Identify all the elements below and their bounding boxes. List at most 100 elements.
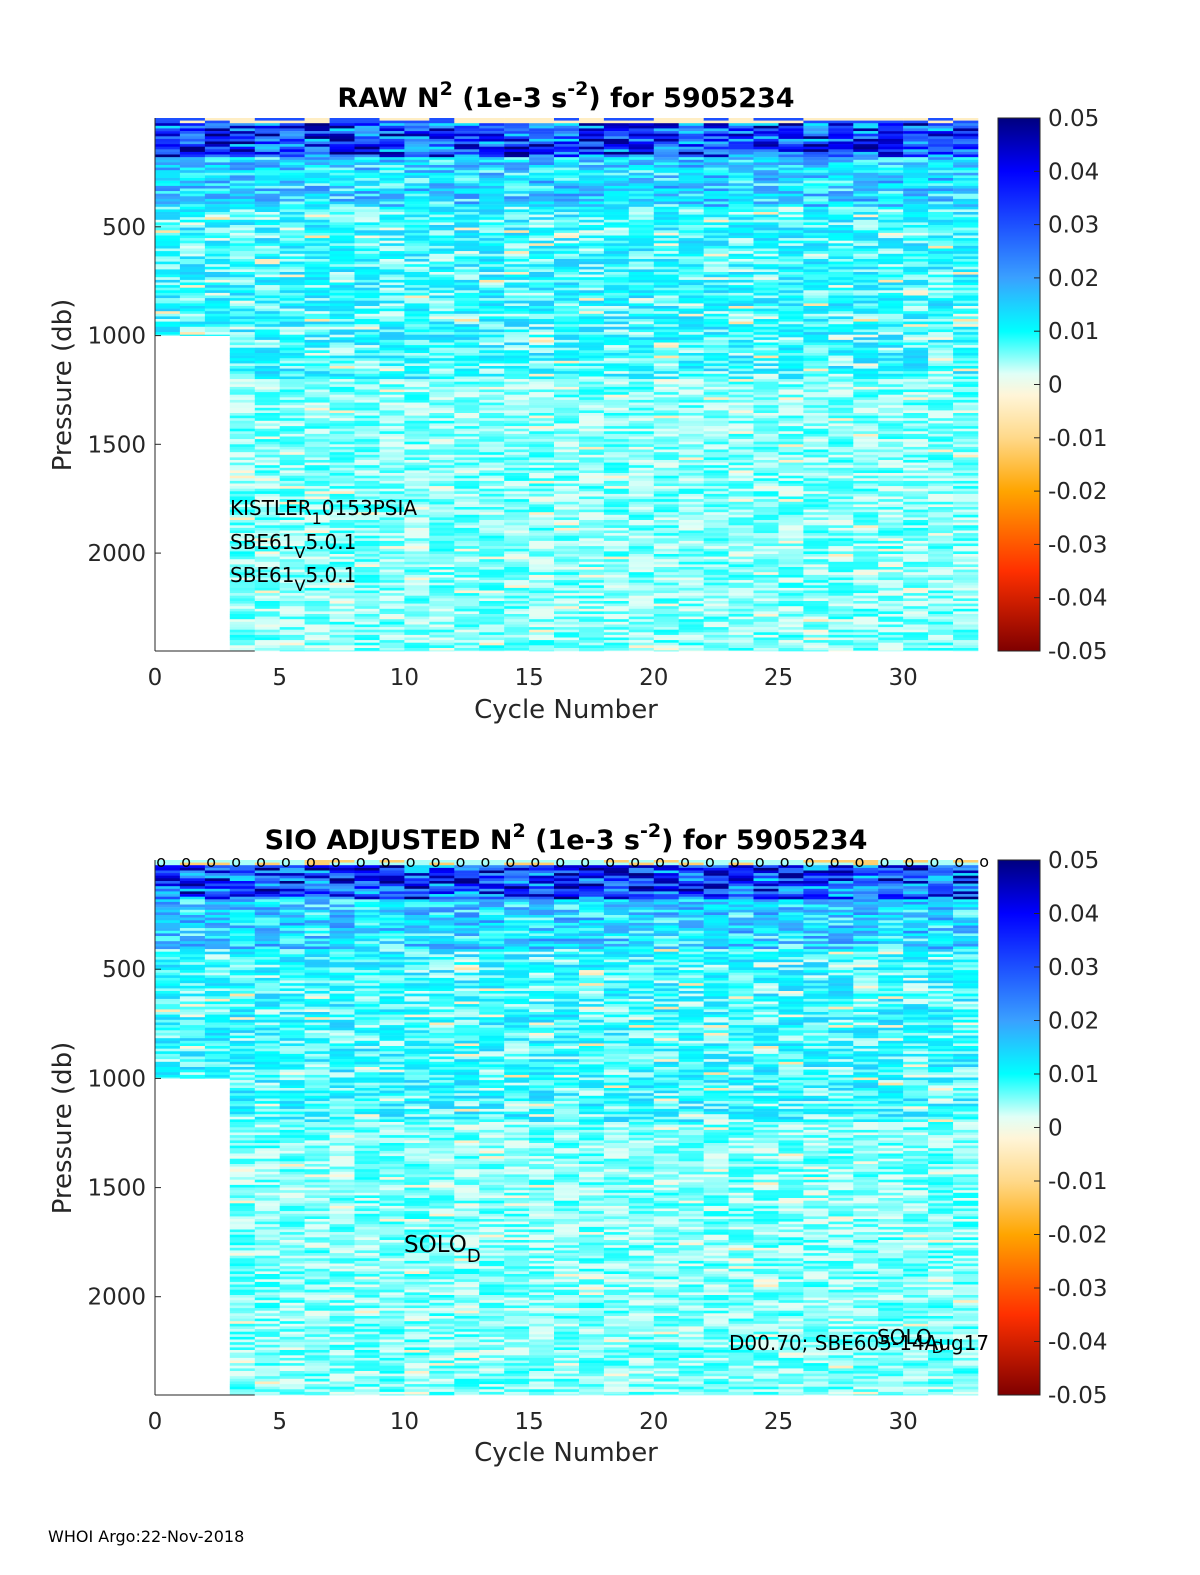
heatmap-cell [304,355,330,359]
heatmap-cell [703,574,729,578]
heatmap-cell [279,196,305,200]
heatmap-cell [454,371,480,375]
heatmap-cell [728,525,754,529]
heatmap-cell [155,159,181,163]
heatmap-cell [204,154,231,158]
heatmap-cell [279,431,305,435]
heatmap-cell [504,180,530,184]
heatmap-cell [254,248,280,252]
heatmap-cell [429,308,455,312]
heatmap-cell [329,413,355,416]
heatmap-cell [628,619,654,623]
heatmap-cell [179,243,206,247]
heatmap-cell [653,640,679,643]
heatmap-cell [354,204,380,208]
heatmap-cell [429,470,455,474]
heatmap-cell [404,426,430,429]
heatmap-cell [703,253,729,257]
heatmap-cell [628,632,654,636]
heatmap-cell [653,488,679,492]
heatmap-cell [279,355,305,359]
heatmap-cell [753,358,779,362]
heatmap-cell [254,303,280,307]
heatmap-cell [304,475,330,479]
heatmap-cell [504,436,530,440]
heatmap-cell [454,642,480,646]
heatmap-cell [155,225,181,228]
heatmap-cell [229,512,255,516]
heatmap-cell [254,486,280,489]
heatmap-cell [753,517,779,521]
heatmap-cell [329,198,355,202]
heatmap-cell [404,501,430,505]
heatmap-cell [279,238,305,241]
heatmap-cell [703,243,729,247]
heatmap-cell [429,371,455,375]
heatmap-cell [155,238,181,241]
heatmap-cell [579,363,605,367]
heatmap-cell [529,245,555,249]
heatmap-cell [155,253,181,257]
heatmap-cell [454,394,480,398]
heatmap-cell [778,209,804,213]
heatmap-cell [354,198,380,202]
heatmap-cell [279,556,305,560]
heatmap-cell [304,509,330,513]
heatmap-cell [678,433,704,437]
heatmap-cell [778,446,804,450]
heatmap-cell [703,386,729,390]
heatmap-cell [254,347,280,351]
heatmap-cell [479,551,505,555]
heatmap-cell [753,399,779,403]
heatmap-cell [554,261,580,265]
heatmap-cell [354,381,380,385]
heatmap-cell [304,637,330,641]
heatmap-cell [579,136,605,140]
heatmap-cell [179,269,206,273]
heatmap-cell [554,446,580,450]
heatmap-cell [504,415,530,419]
heatmap-cell [504,204,530,208]
heatmap-cell [429,629,455,633]
heatmap-cell [379,295,405,299]
heatmap-cell [155,230,181,234]
heatmap-cell [579,517,605,521]
heatmap-cell [379,165,405,168]
heatmap-cell [529,504,555,508]
heatmap-cell [454,640,480,643]
heatmap-cell [554,285,580,288]
heatmap-cell [454,272,480,275]
heatmap-cell [454,426,480,429]
heatmap-cell [279,204,305,208]
heatmap-cell [554,431,580,435]
heatmap-cell [529,136,555,140]
heatmap-cell [778,217,804,221]
heatmap-cell [304,277,330,281]
heatmap-cell [529,585,555,589]
heatmap-cell [603,433,630,437]
heatmap-cell [603,399,630,403]
heatmap-cell [254,533,280,536]
heatmap-cell [329,324,355,328]
heatmap-cell [554,499,580,502]
heatmap-cell [579,478,605,482]
heatmap-cell [529,478,555,482]
heatmap-cell [653,551,679,555]
heatmap-cell [304,399,330,403]
heatmap-cell [279,245,305,249]
heatmap-cell [379,590,405,594]
heatmap-cell [404,120,430,124]
heatmap-cell [379,324,405,328]
heatmap-cell [628,303,654,307]
heatmap-cell [628,308,654,312]
heatmap-cell [678,522,704,526]
heatmap-cell [329,326,355,330]
heatmap-cell [728,556,754,560]
heatmap-cell [454,627,480,630]
heatmap-cell [529,603,555,607]
heatmap-cell [803,123,829,127]
heatmap-cell [479,222,505,226]
heatmap-cell [379,574,405,578]
heatmap-cell [803,159,829,163]
heatmap-cell [529,580,555,583]
